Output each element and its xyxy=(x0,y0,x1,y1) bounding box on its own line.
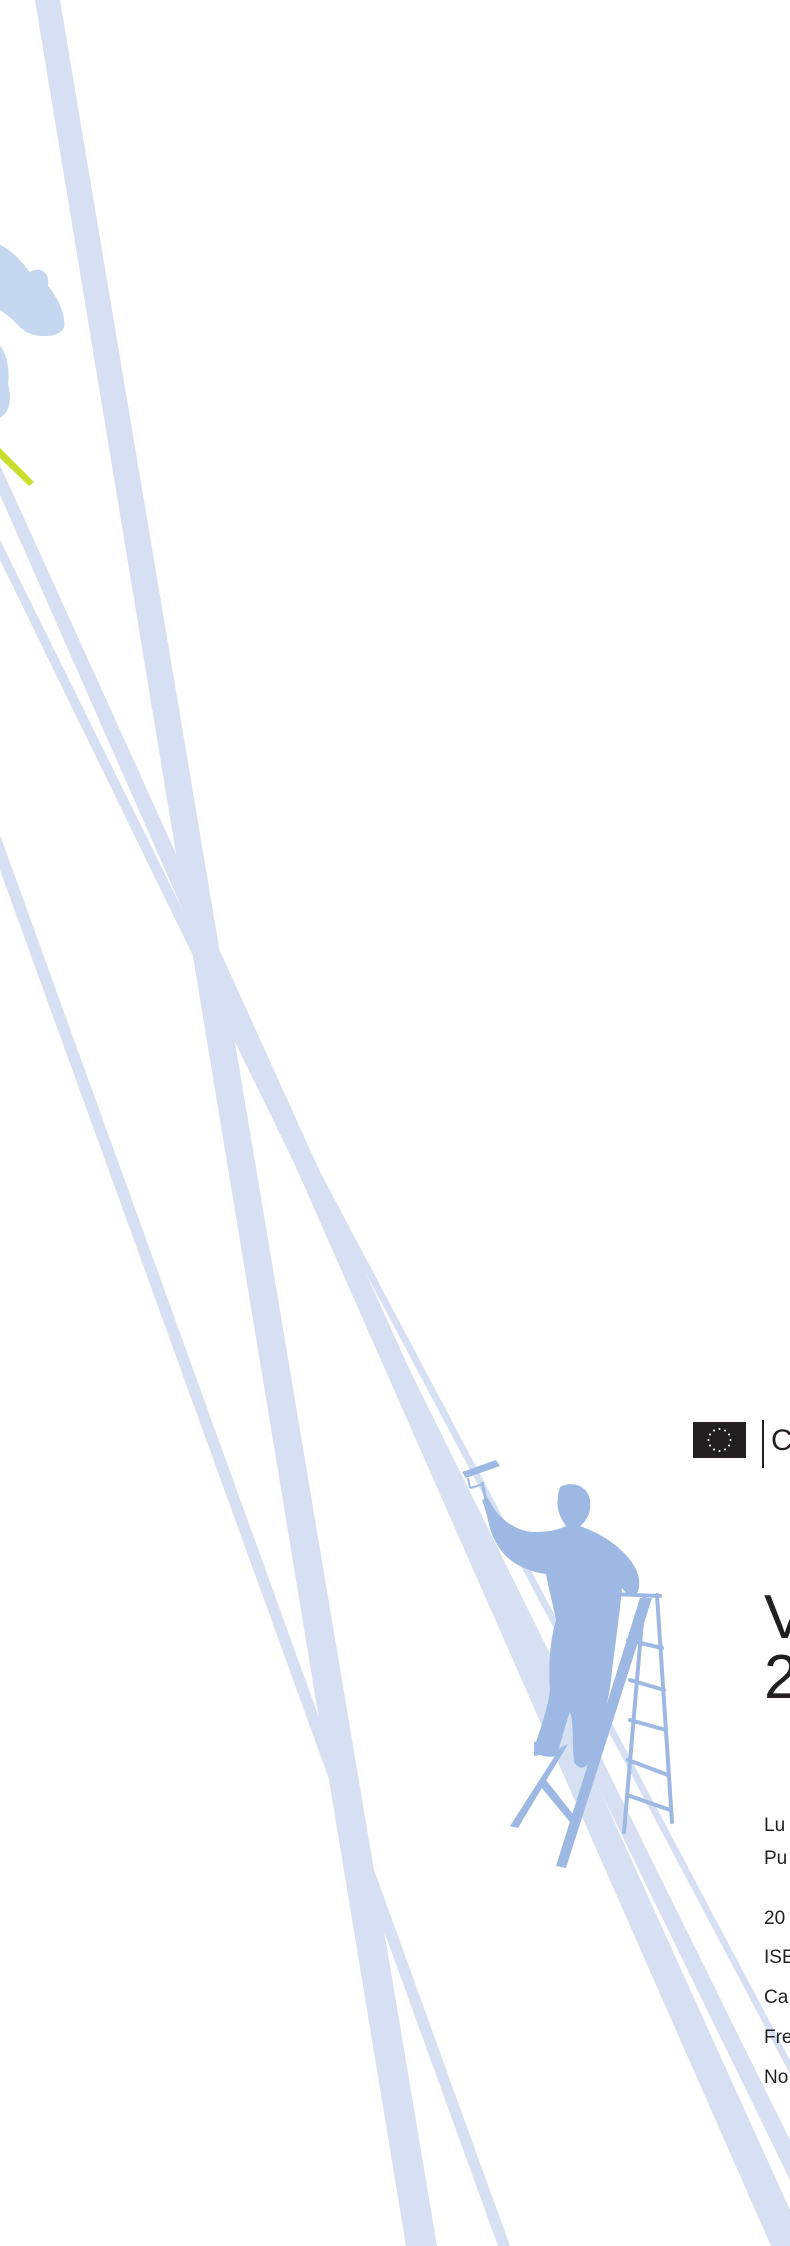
title-line: 2 xyxy=(764,1643,790,1712)
painter-on-ladder-icon xyxy=(462,1460,674,1868)
publication-year: 20 xyxy=(764,1908,786,1929)
title-line: V xyxy=(764,1583,790,1652)
eu-stars-icon xyxy=(707,1428,732,1452)
eu-flag-icon xyxy=(693,1422,746,1458)
logo-letter: C xyxy=(771,1424,790,1457)
accent-pole-icon xyxy=(0,448,34,486)
stars-ring xyxy=(707,1428,732,1452)
publication-place: Lu xyxy=(764,1815,786,1836)
stripe-wide xyxy=(35,0,437,2246)
publication-office: Pu xyxy=(764,1848,788,1869)
stripe-lower xyxy=(0,835,510,2246)
small-blob-icon xyxy=(0,346,10,418)
catalogue-number: Ca xyxy=(764,1987,789,2008)
isbn-line: ISE xyxy=(764,1947,790,1968)
notice-line: No xyxy=(764,2067,789,2088)
logo-divider xyxy=(762,1420,764,1468)
publisher-logo: C xyxy=(693,1420,790,1468)
cover-title: V 2 xyxy=(764,1583,790,1712)
free-distribution-note: Fre xyxy=(764,2027,790,2048)
cloud-blob-icon xyxy=(0,245,65,337)
